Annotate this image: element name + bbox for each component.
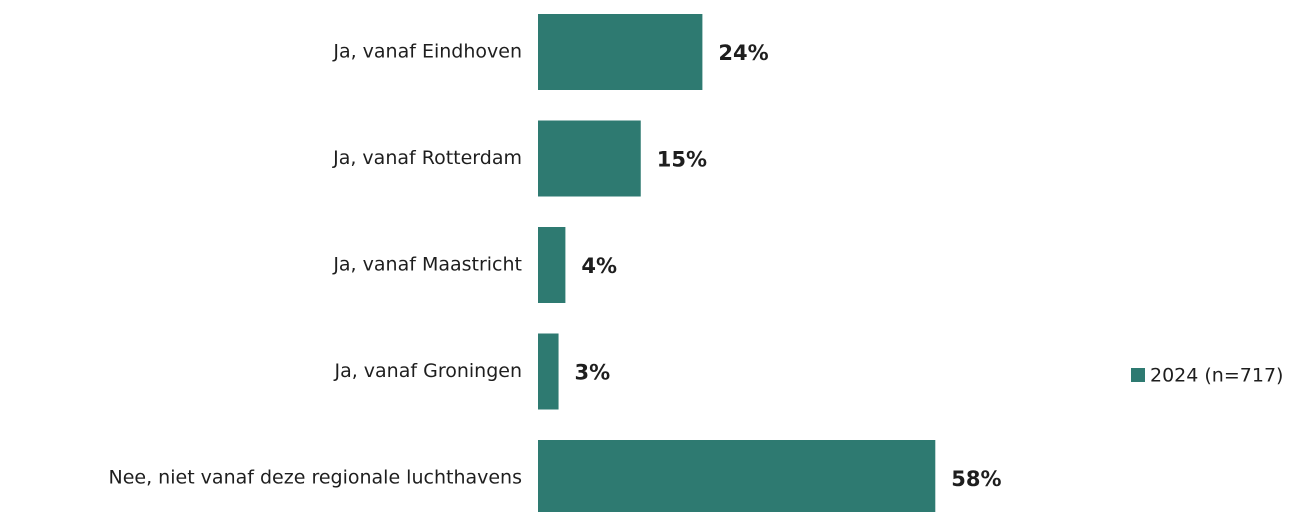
category-label: Ja, vanaf Maastricht — [332, 254, 522, 276]
bar — [538, 440, 936, 512]
legend-label: 2024 (n=717) — [1150, 365, 1283, 387]
value-label: 58% — [951, 467, 1001, 491]
bar — [538, 120, 641, 197]
bar — [538, 333, 559, 410]
value-label: 4% — [581, 254, 617, 278]
value-label: 3% — [575, 361, 611, 385]
value-label: 15% — [657, 148, 707, 172]
category-label: Nee, niet vanaf deze regionale luchthave… — [109, 467, 522, 489]
category-label: Ja, vanaf Rotterdam — [332, 147, 522, 169]
bar — [538, 227, 566, 303]
value-label: 24% — [718, 41, 768, 65]
bar — [538, 14, 703, 90]
category-label: Ja, vanaf Eindhoven — [332, 41, 522, 63]
category-label: Ja, vanaf Groningen — [333, 360, 522, 382]
legend-swatch — [1131, 368, 1145, 382]
